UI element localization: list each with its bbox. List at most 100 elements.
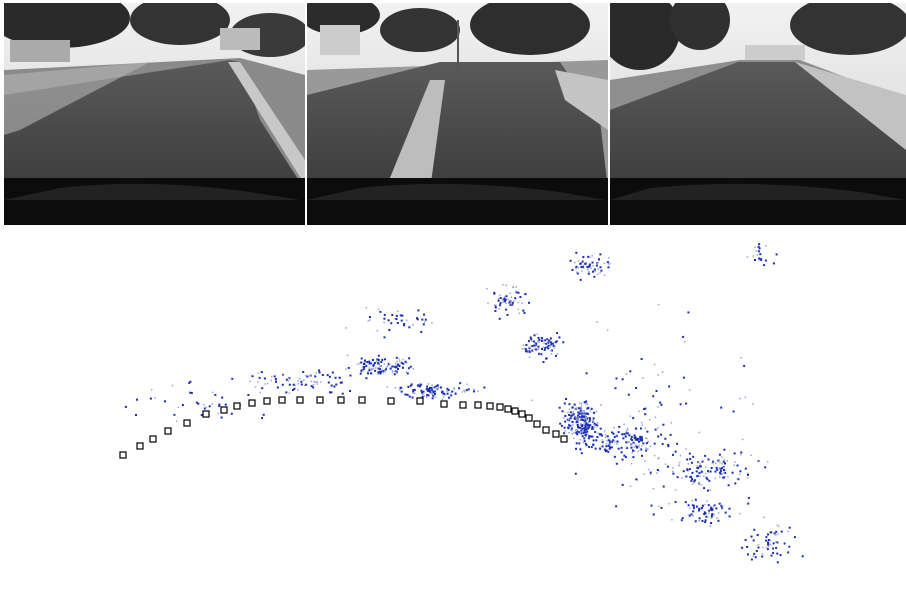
point xyxy=(585,412,588,415)
point xyxy=(297,383,300,385)
point xyxy=(558,336,561,339)
point xyxy=(696,465,699,467)
point xyxy=(446,387,449,390)
camera-pose xyxy=(511,407,519,415)
point xyxy=(509,302,512,305)
point xyxy=(605,449,608,452)
point xyxy=(660,403,663,406)
point xyxy=(704,454,707,457)
point xyxy=(433,386,436,389)
point xyxy=(585,423,588,426)
point xyxy=(584,422,587,424)
point xyxy=(590,267,592,269)
point xyxy=(564,430,566,432)
point xyxy=(633,450,636,452)
point xyxy=(435,385,438,388)
point xyxy=(694,498,697,501)
point xyxy=(657,406,659,408)
point xyxy=(375,367,377,369)
point xyxy=(615,434,618,437)
point xyxy=(504,298,507,301)
point xyxy=(583,401,586,404)
point xyxy=(760,258,763,261)
point xyxy=(554,354,557,357)
point xyxy=(584,434,587,437)
point xyxy=(712,507,714,510)
point xyxy=(718,459,721,461)
point xyxy=(431,397,434,400)
point xyxy=(598,258,600,261)
point xyxy=(612,439,615,442)
point xyxy=(758,259,760,261)
point xyxy=(528,301,530,304)
point xyxy=(718,467,721,469)
point xyxy=(558,406,561,409)
point xyxy=(752,255,755,257)
point xyxy=(633,434,636,437)
point xyxy=(579,262,582,265)
point xyxy=(583,426,586,429)
point xyxy=(458,387,461,390)
point xyxy=(576,423,579,426)
point xyxy=(384,368,387,371)
point xyxy=(591,435,594,438)
point xyxy=(596,436,599,438)
point xyxy=(672,470,674,473)
point xyxy=(393,365,396,368)
point xyxy=(524,293,527,296)
point xyxy=(596,262,599,265)
point xyxy=(442,396,445,398)
point xyxy=(487,302,489,304)
point xyxy=(644,427,647,430)
point xyxy=(334,376,337,379)
point xyxy=(424,318,427,321)
point xyxy=(707,504,710,507)
point xyxy=(579,278,582,281)
point xyxy=(580,418,583,421)
point xyxy=(575,421,578,424)
point xyxy=(615,505,618,508)
point xyxy=(391,370,394,372)
point xyxy=(595,410,598,413)
point xyxy=(416,318,419,321)
point xyxy=(636,479,639,481)
point xyxy=(189,391,192,394)
point xyxy=(764,259,767,262)
point xyxy=(624,456,627,459)
point xyxy=(339,381,342,384)
point xyxy=(783,542,786,545)
point xyxy=(576,420,578,422)
point xyxy=(688,514,691,517)
point xyxy=(503,300,505,302)
point xyxy=(584,414,586,417)
point xyxy=(419,385,421,388)
point xyxy=(211,391,214,394)
point xyxy=(592,270,594,273)
point xyxy=(778,525,780,528)
point xyxy=(636,446,639,449)
point xyxy=(708,509,711,512)
point xyxy=(389,363,391,365)
camera-pose xyxy=(496,403,504,411)
point xyxy=(528,356,531,358)
point xyxy=(368,361,370,364)
point xyxy=(585,372,588,375)
point xyxy=(703,513,706,516)
point xyxy=(608,263,610,265)
point xyxy=(412,324,414,326)
point xyxy=(744,538,747,541)
point xyxy=(776,561,779,564)
point xyxy=(698,507,701,510)
point xyxy=(578,416,581,419)
point xyxy=(331,371,334,374)
point xyxy=(365,361,367,364)
point xyxy=(599,266,602,269)
point xyxy=(563,426,566,429)
point xyxy=(309,374,311,377)
point xyxy=(599,427,602,430)
point xyxy=(321,374,324,376)
point xyxy=(461,391,464,393)
point xyxy=(769,543,772,546)
point xyxy=(691,499,693,502)
point xyxy=(620,451,623,454)
